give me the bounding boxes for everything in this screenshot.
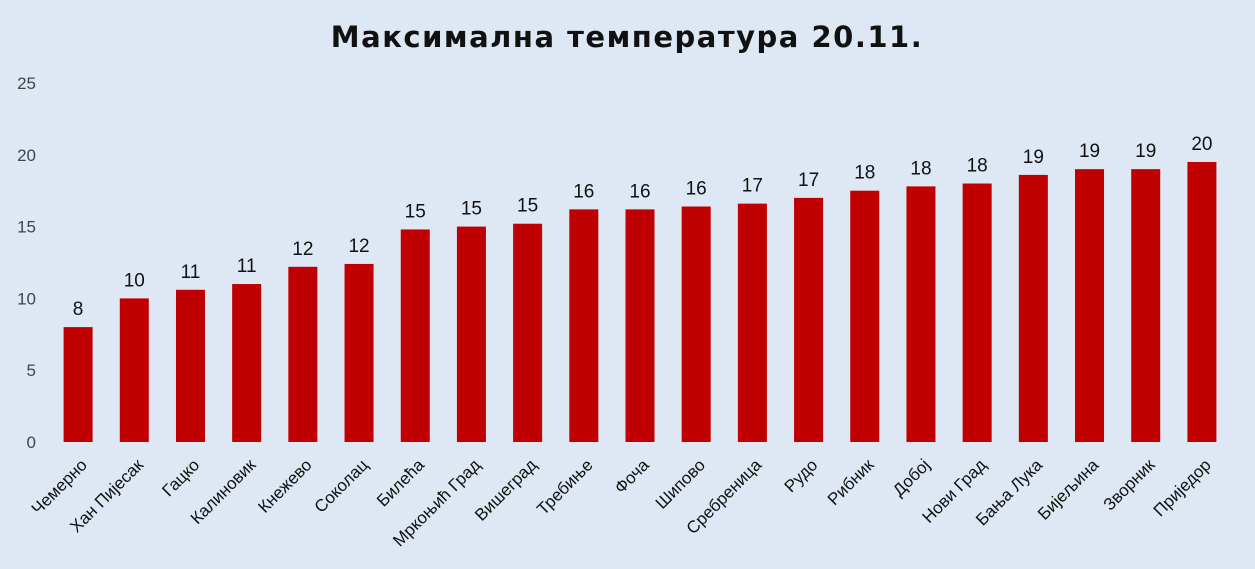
data-label: 10 xyxy=(124,270,145,291)
x-tick-label: Соколац xyxy=(311,455,372,516)
data-label: 16 xyxy=(573,181,594,202)
bar xyxy=(1131,169,1161,442)
y-tick-label: 10 xyxy=(17,289,36,308)
data-label: 19 xyxy=(1079,141,1100,162)
data-label: 15 xyxy=(517,196,538,217)
x-tick-label: Билећа xyxy=(373,455,428,510)
data-label: 12 xyxy=(292,239,313,260)
data-label: 19 xyxy=(1023,147,1044,168)
data-label: 15 xyxy=(405,201,426,222)
bar xyxy=(400,229,430,442)
data-label: 19 xyxy=(1135,141,1156,162)
bar xyxy=(1018,174,1048,443)
data-label: 15 xyxy=(461,199,482,220)
bar xyxy=(794,197,824,442)
data-label: 11 xyxy=(181,262,201,283)
data-label: 20 xyxy=(1191,134,1212,155)
bar xyxy=(1075,169,1105,442)
data-label: 17 xyxy=(798,170,819,191)
x-tick-label: Бијељина xyxy=(1034,455,1103,524)
bar xyxy=(906,186,936,442)
x-tick-label: Вишеград xyxy=(471,455,540,524)
x-tick-label: Фоча xyxy=(611,455,653,497)
bar xyxy=(63,327,93,442)
x-tick-label: Добој xyxy=(889,455,934,500)
bar xyxy=(625,209,655,442)
bar xyxy=(569,209,599,442)
y-tick-label: 5 xyxy=(27,361,36,380)
chart-title: Максимална температура 20.11. xyxy=(331,20,923,54)
data-labels: 8 10 11 11 12 12 15 15 15 16 16 16 17 17 18 18 18 19 19 19 2… xyxy=(73,134,1213,320)
bar xyxy=(344,263,374,442)
y-tick-label: 15 xyxy=(17,218,36,237)
x-tick-label: Кнежево xyxy=(254,455,315,516)
bar xyxy=(1187,161,1217,443)
bars xyxy=(63,161,1217,443)
x-tick-label: Рудо xyxy=(781,455,822,496)
bar xyxy=(288,266,318,442)
data-label: 8 xyxy=(73,299,84,320)
y-tick-label: 25 xyxy=(17,74,36,93)
data-label: 18 xyxy=(967,156,988,177)
y-tick-label: 0 xyxy=(27,433,36,452)
x-tick-label: Рибник xyxy=(824,455,878,509)
data-label: 17 xyxy=(742,176,763,197)
bar xyxy=(456,226,486,442)
bar xyxy=(119,298,149,442)
x-tick-label: Шипово xyxy=(652,455,709,512)
bar xyxy=(232,284,262,442)
data-label: 16 xyxy=(686,178,707,199)
y-axis: 0 5 10 15 20 25 xyxy=(17,74,36,452)
data-label: 12 xyxy=(348,236,369,257)
x-tick-label: Гацко xyxy=(158,455,203,500)
x-tick-label: Требиње xyxy=(533,455,596,518)
bar xyxy=(681,206,711,442)
data-label: 18 xyxy=(854,163,875,184)
data-label: 16 xyxy=(629,181,650,202)
y-tick-label: 20 xyxy=(17,146,36,165)
data-label: 11 xyxy=(237,256,257,277)
x-tick-label: Приједор xyxy=(1150,455,1215,520)
data-label: 18 xyxy=(910,158,931,179)
bar xyxy=(962,183,992,442)
bar xyxy=(737,203,767,442)
bar xyxy=(175,289,205,442)
bar xyxy=(513,223,543,442)
bar xyxy=(850,190,880,442)
